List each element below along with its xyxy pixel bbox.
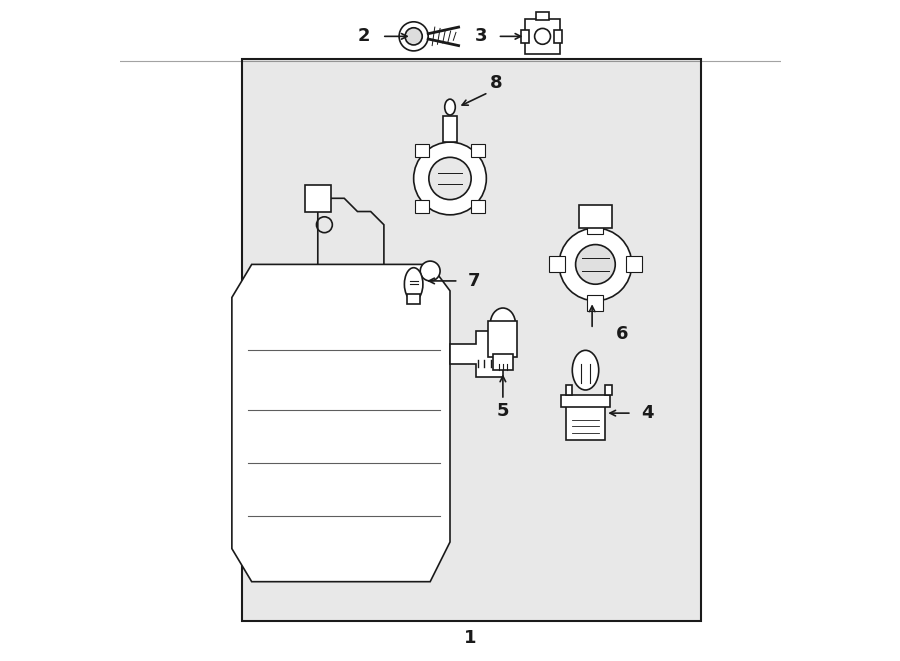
Text: 6: 6 bbox=[616, 325, 628, 343]
Circle shape bbox=[399, 22, 428, 51]
Circle shape bbox=[559, 228, 632, 301]
Text: 5: 5 bbox=[497, 402, 509, 420]
Text: 7: 7 bbox=[468, 272, 481, 290]
Text: 1: 1 bbox=[464, 629, 476, 647]
FancyBboxPatch shape bbox=[444, 116, 456, 142]
Circle shape bbox=[405, 28, 422, 45]
FancyBboxPatch shape bbox=[493, 354, 513, 370]
Circle shape bbox=[414, 142, 486, 215]
FancyBboxPatch shape bbox=[579, 205, 612, 228]
FancyBboxPatch shape bbox=[415, 144, 428, 157]
Polygon shape bbox=[450, 330, 503, 377]
Ellipse shape bbox=[572, 350, 598, 390]
Text: 4: 4 bbox=[641, 404, 653, 422]
Polygon shape bbox=[304, 185, 331, 212]
Ellipse shape bbox=[491, 308, 516, 340]
FancyBboxPatch shape bbox=[588, 295, 603, 311]
FancyBboxPatch shape bbox=[521, 30, 529, 43]
FancyBboxPatch shape bbox=[536, 12, 549, 20]
Ellipse shape bbox=[404, 268, 423, 301]
FancyBboxPatch shape bbox=[472, 200, 485, 213]
FancyBboxPatch shape bbox=[415, 200, 428, 213]
FancyBboxPatch shape bbox=[554, 30, 562, 43]
FancyBboxPatch shape bbox=[588, 218, 603, 234]
Circle shape bbox=[420, 261, 440, 281]
FancyBboxPatch shape bbox=[606, 385, 612, 395]
Text: 8: 8 bbox=[490, 73, 502, 92]
FancyBboxPatch shape bbox=[549, 256, 565, 272]
Text: 3: 3 bbox=[475, 27, 487, 46]
FancyBboxPatch shape bbox=[472, 144, 485, 157]
Ellipse shape bbox=[445, 99, 455, 115]
Circle shape bbox=[576, 245, 616, 284]
Polygon shape bbox=[232, 264, 450, 582]
FancyBboxPatch shape bbox=[242, 59, 701, 621]
FancyBboxPatch shape bbox=[626, 256, 642, 272]
FancyBboxPatch shape bbox=[525, 19, 561, 54]
FancyBboxPatch shape bbox=[566, 400, 606, 440]
FancyBboxPatch shape bbox=[561, 395, 610, 407]
Text: 2: 2 bbox=[358, 27, 370, 46]
FancyBboxPatch shape bbox=[566, 385, 572, 395]
FancyBboxPatch shape bbox=[407, 294, 420, 304]
FancyBboxPatch shape bbox=[489, 321, 518, 357]
Circle shape bbox=[428, 157, 472, 200]
